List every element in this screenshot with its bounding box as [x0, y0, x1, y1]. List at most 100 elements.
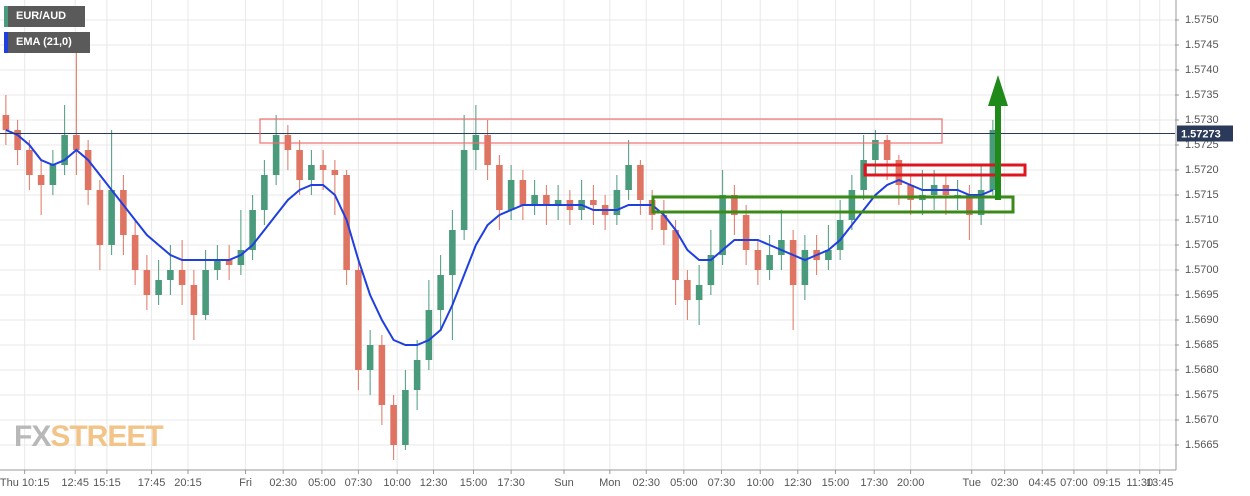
- candle-body: [37, 175, 45, 185]
- x-tick-label: 07:30: [345, 477, 373, 489]
- candle-body: [707, 255, 715, 285]
- x-tick-label: 17:30: [497, 477, 525, 489]
- x-tick-label: 11:30: [1126, 477, 1153, 489]
- candle-body: [120, 190, 127, 235]
- x-tick-label: 04:45: [1028, 477, 1056, 489]
- candle-body: [883, 140, 891, 160]
- x-tick-label: 15:00: [460, 477, 488, 489]
- y-tick-label: 1.5700: [1185, 264, 1219, 276]
- candle-body: [437, 275, 444, 310]
- legend-ema: EMA (21,0): [4, 32, 90, 53]
- candle-body: [449, 230, 456, 275]
- y-tick-label: 1.5715: [1185, 189, 1219, 201]
- candle-body: [836, 220, 844, 250]
- x-tick-label: Tue: [962, 477, 981, 489]
- x-tick-label: Fri: [239, 477, 252, 489]
- candle-body: [272, 135, 280, 175]
- candle-body: [214, 260, 221, 270]
- candle-body: [460, 150, 468, 230]
- x-tick-label: 13:45: [1146, 477, 1174, 489]
- x-tick-label: 12:30: [784, 477, 812, 489]
- candle-body: [519, 180, 527, 205]
- candle-body: [308, 165, 315, 180]
- y-tick-label: 1.5690: [1185, 314, 1219, 326]
- candle-body: [613, 190, 621, 215]
- candle-body: [484, 135, 491, 165]
- candle-body: [625, 165, 632, 190]
- candle-body: [966, 195, 973, 215]
- y-tick-label: 1.5685: [1185, 339, 1219, 351]
- candle-body: [590, 200, 597, 205]
- candle-body: [331, 170, 339, 175]
- x-tick-label: 02:30: [991, 477, 1019, 489]
- candle-body: [225, 260, 233, 265]
- candle-body: [825, 250, 832, 260]
- x-tick-label: 10:00: [383, 477, 411, 489]
- x-tick-label: Thu 10:15: [0, 477, 49, 489]
- candle-body: [660, 215, 668, 230]
- watermark-fx: FX: [14, 420, 51, 453]
- candle-body: [49, 165, 57, 185]
- candle-body: [167, 270, 174, 280]
- candle-body: [778, 240, 785, 255]
- candle-body: [296, 150, 303, 180]
- last-price-label: 1.57273: [1181, 128, 1221, 140]
- ema-line: [5, 129, 994, 346]
- y-tick-label: 1.5735: [1185, 89, 1219, 101]
- candle-body: [695, 285, 703, 300]
- candle-body: [402, 390, 409, 445]
- candle-body: [672, 230, 679, 280]
- y-tick-label: 1.5670: [1185, 414, 1219, 426]
- y-tick-label: 1.5720: [1185, 164, 1219, 176]
- x-tick-label: 07:00: [1060, 477, 1088, 489]
- candle-body: [390, 405, 397, 445]
- x-tick-label: 07:30: [708, 477, 736, 489]
- candle-body: [977, 190, 985, 215]
- candle-body: [261, 175, 268, 210]
- y-tick-label: 1.5750: [1185, 14, 1219, 26]
- x-tick-label: 15:00: [822, 477, 850, 489]
- candle-body: [872, 140, 879, 160]
- y-tick-label: 1.5725: [1185, 139, 1219, 151]
- candle-body: [14, 130, 21, 150]
- candle-body: [754, 250, 762, 270]
- candle-body: [319, 165, 327, 170]
- resistance-box: [863, 163, 1027, 177]
- candle-body: [2, 115, 10, 130]
- candle-body: [789, 240, 797, 285]
- x-tick-label: 20:15: [174, 477, 202, 489]
- candle-body: [73, 135, 80, 150]
- candle-body: [848, 190, 856, 220]
- candle-body: [108, 190, 115, 245]
- candle-body: [26, 150, 33, 175]
- candle-body: [131, 235, 139, 270]
- x-tick-label: 15:15: [93, 477, 121, 489]
- candle-body: [178, 270, 186, 285]
- candle-body: [425, 310, 433, 360]
- watermark: FXSTREET: [14, 420, 163, 453]
- candle-body: [190, 285, 198, 315]
- legend-symbol: EUR/AUD: [4, 6, 85, 27]
- candle-body: [155, 280, 162, 295]
- x-tick-label: 17:30: [860, 477, 888, 489]
- x-tick-label: 12:30: [420, 477, 448, 489]
- x-tick-label: 10:00: [746, 477, 774, 489]
- x-tick-label: 12:45: [61, 477, 89, 489]
- y-tick-label: 1.5665: [1185, 439, 1219, 451]
- y-tick-label: 1.5745: [1185, 39, 1219, 51]
- resistance-zone: [259, 118, 943, 144]
- candle-body: [413, 360, 421, 390]
- y-tick-label: 1.5710: [1185, 214, 1219, 226]
- candle-body: [731, 195, 738, 215]
- candle-body: [249, 210, 256, 250]
- candle-body: [554, 200, 562, 205]
- last-price-box: [1177, 125, 1233, 142]
- candle-body: [143, 270, 151, 295]
- y-tick-label: 1.5730: [1185, 114, 1219, 126]
- candle-body: [355, 270, 362, 370]
- x-tick-label: Sun: [554, 477, 574, 489]
- candle-body: [895, 160, 903, 185]
- watermark-street: STREET: [50, 420, 163, 453]
- y-tick-label: 1.5695: [1185, 289, 1219, 301]
